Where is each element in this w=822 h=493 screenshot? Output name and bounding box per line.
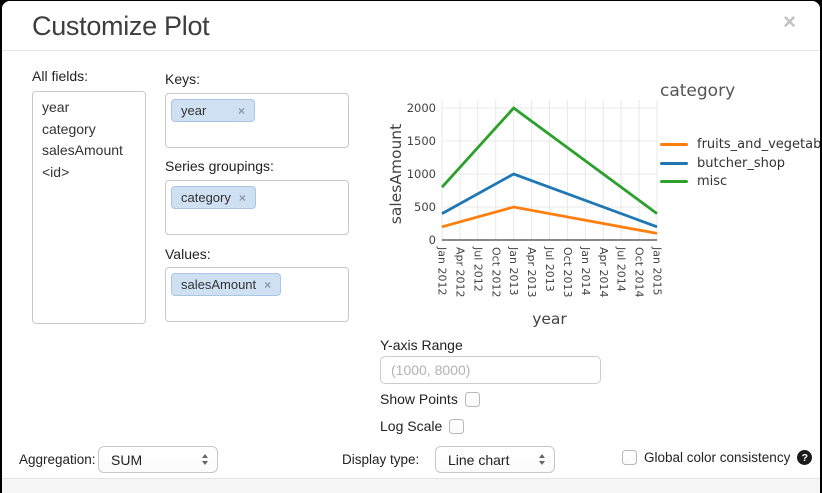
show-points-label: Show Points	[380, 391, 458, 407]
log-scale-row: Log Scale	[380, 418, 465, 434]
all-fields-label: All fields:	[32, 68, 89, 84]
global-color-checkbox[interactable]	[622, 450, 637, 465]
x-axis-title: year	[532, 310, 567, 328]
dialog-title: Customize Plot	[32, 11, 210, 41]
global-color-group: Global color consistency ?	[622, 450, 813, 465]
y-tick-label: 0	[429, 233, 436, 247]
display-type-label: Display type:	[342, 452, 420, 467]
y-axis-title: salesAmount	[387, 124, 405, 224]
legend-item-fruits_and_vegetables[interactable]: fruits_and_vegetables	[660, 137, 820, 152]
y-axis-range-input[interactable]	[380, 356, 601, 384]
sales-line-chart[interactable]: 0 500 1000 1500 2000 Jan 2012 Apr 2012 Jul 2012…	[377, 73, 677, 341]
x-tick-label: Oct 2012	[489, 247, 502, 298]
x-tick-label: Jul 2013	[543, 246, 556, 292]
x-tick-label: Jan 2014	[579, 246, 592, 295]
field-tag-label: salesAmount	[181, 277, 257, 292]
x-tick-label: Jan 2012	[436, 246, 449, 295]
values-label: Values:	[165, 246, 211, 262]
x-tick-label: Jul 2014	[615, 246, 628, 292]
close-icon[interactable]: ×	[783, 9, 796, 34]
x-tick-label: Jan 2013	[507, 246, 520, 295]
dialog-footer-strip	[2, 478, 820, 493]
series-groupings-dropzone[interactable]: category ×	[165, 180, 349, 235]
field-tag[interactable]: category ×	[171, 186, 256, 209]
legend-label: misc	[697, 174, 728, 189]
remove-tag-icon[interactable]: ×	[237, 103, 245, 118]
select-stepper-icon	[539, 454, 545, 465]
series-line-fruits_and_vegetables	[441, 205, 658, 235]
legend-label: butcher_shop	[697, 155, 786, 171]
x-tick-label: Oct 2013	[561, 247, 574, 298]
dialog-header: Customize Plot ×	[2, 1, 820, 51]
y-tick-label: 1000	[407, 167, 436, 181]
select-stepper-icon	[202, 454, 208, 465]
keys-label: Keys:	[165, 71, 201, 87]
aggregation-label: Aggregation:	[19, 452, 96, 467]
global-color-label: Global color consistency	[644, 450, 791, 465]
field-tag-label: category	[181, 190, 231, 205]
legend-title: category	[660, 81, 736, 101]
display-type-select[interactable]: Line chart	[435, 446, 555, 473]
field-tag[interactable]: year ×	[171, 99, 255, 122]
x-tick-label: Apr 2012	[453, 247, 466, 298]
field-tag[interactable]: salesAmount ×	[171, 273, 282, 296]
show-points-checkbox[interactable]	[464, 391, 480, 407]
field-list-item[interactable]: year	[42, 99, 70, 115]
x-tick-label: Jul 2012	[471, 246, 484, 292]
series-groupings-label: Series groupings:	[165, 158, 274, 174]
y-axis-range-label: Y-axis Range	[380, 337, 463, 353]
aggregation-selected-value: SUM	[111, 451, 143, 468]
footer-controls: Aggregation: SUM Display type: Line char…	[2, 446, 820, 476]
field-list-item[interactable]: <id>	[42, 163, 70, 180]
chart-legend: category fruits_and_vegetables butcher_sh…	[660, 81, 820, 193]
y-tick-label: 1500	[407, 134, 436, 148]
legend-item-butcher_shop[interactable]: butcher_shop	[660, 156, 820, 171]
legend-swatch	[660, 161, 688, 165]
field-list-item[interactable]: salesAmount	[42, 142, 123, 158]
series-line-butcher_shop	[441, 172, 658, 229]
x-tick-label: Apr 2014	[597, 247, 610, 298]
x-tick-label: Jan 2015	[651, 246, 664, 295]
series-line-misc	[440, 106, 658, 215]
values-dropzone[interactable]: salesAmount ×	[165, 267, 349, 322]
legend-label: fruits_and_vegetables	[697, 137, 820, 152]
field-list-item[interactable]: category	[42, 120, 96, 137]
show-points-row: Show Points	[380, 391, 480, 407]
chart-preview: 0 500 1000 1500 2000 Jan 2012 Apr 2012 Jul 2012…	[377, 73, 677, 341]
x-tick-label: Apr 2013	[525, 247, 538, 298]
legend-swatch	[660, 143, 688, 146]
all-fields-listbox[interactable]: year category salesAmount <id>	[32, 91, 146, 324]
log-scale-label: Log Scale	[380, 418, 443, 434]
legend-swatch	[660, 180, 688, 183]
remove-tag-icon[interactable]: ×	[238, 190, 246, 205]
field-tag-label: year	[181, 103, 207, 118]
y-tick-label: 2000	[407, 101, 436, 115]
x-tick-label: Oct 2014	[633, 247, 646, 298]
legend-item-misc[interactable]: misc	[660, 174, 820, 189]
keys-dropzone[interactable]: year ×	[165, 93, 349, 148]
remove-tag-icon[interactable]: ×	[264, 277, 272, 292]
aggregation-select[interactable]: SUM	[98, 446, 218, 473]
log-scale-checkbox[interactable]	[449, 418, 465, 434]
help-icon[interactable]: ?	[797, 450, 813, 465]
y-tick-label: 500	[414, 200, 436, 214]
display-type-selected-value: Line chart	[448, 451, 510, 468]
